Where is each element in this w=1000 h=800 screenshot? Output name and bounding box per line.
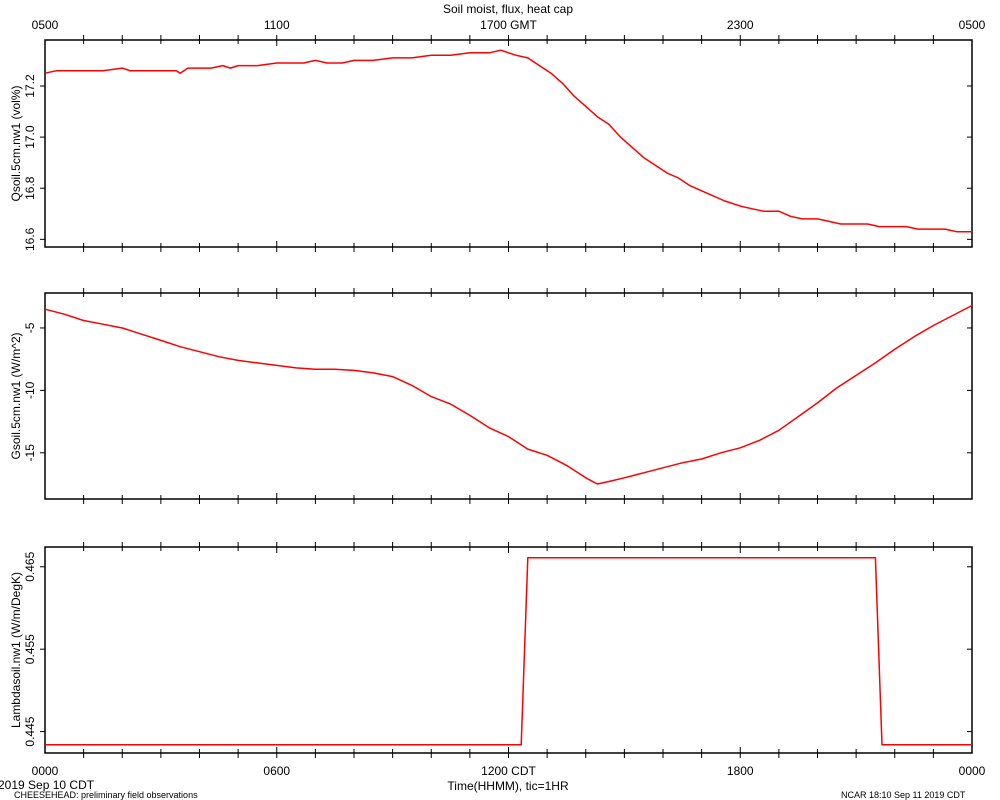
top-tick-label: 0500 xyxy=(959,18,986,32)
y-tick-label: 17.2 xyxy=(23,74,37,98)
top-tick-label: 0500 xyxy=(32,18,59,32)
y-axis-label: Gsoil.5cm.nw1 (W/m^2) xyxy=(9,333,23,460)
footer-right-note: NCAR 18:10 Sep 11 2019 CDT xyxy=(841,790,966,800)
x-axis-label: Time(HHMM), tic=1HR xyxy=(447,779,569,793)
footer-left-note: CHEESEHEAD: preliminary field observatio… xyxy=(14,790,198,800)
y-axis-label: Lambdasoil.nw1 (W/m/DegK) xyxy=(9,572,23,728)
y-tick-label: 0.455 xyxy=(23,634,37,664)
y-tick-label: 0.465 xyxy=(23,551,37,581)
y-tick-label: 17.0 xyxy=(23,125,37,149)
bottom-tick-label: 1200 CDT xyxy=(481,764,536,778)
bottom-tick-label: 0600 xyxy=(263,764,290,778)
data-series-line xyxy=(44,49,972,233)
y-tick-label: -5 xyxy=(23,322,37,333)
y-tick-label: 16.6 xyxy=(23,227,37,251)
top-tick-label: 1700 GMT xyxy=(480,18,537,32)
top-tick-label: 1100 xyxy=(264,18,290,32)
data-series-line xyxy=(45,556,972,746)
y-tick-label: -15 xyxy=(23,444,37,462)
y-axis-label: Qsoil.5cm.nw1 (vol%) xyxy=(9,85,23,201)
top-tick-label: 2300 xyxy=(727,18,754,32)
bottom-time-axis: 0000 0600 1200 CDT 1800 0000 xyxy=(32,764,986,778)
bottom-tick-label: 1800 xyxy=(727,764,754,778)
y-tick-label: -10 xyxy=(23,381,37,399)
plot-frame xyxy=(44,292,973,500)
data-series-line xyxy=(44,304,973,485)
y-tick-label: 0.445 xyxy=(23,716,37,746)
bottom-tick-label: 0000 xyxy=(959,764,986,778)
y-tick-label: 16.8 xyxy=(23,176,37,200)
plot-frame xyxy=(44,546,973,754)
top-time-axis: 0500 1100 1700 GMT 2300 0500 xyxy=(32,18,986,32)
chart-title: Soil moist, flux, heat cap xyxy=(443,2,573,16)
start-date-label: 2019 Sep 10 CDT xyxy=(0,778,95,792)
bottom-tick-label: 0000 xyxy=(32,764,59,778)
